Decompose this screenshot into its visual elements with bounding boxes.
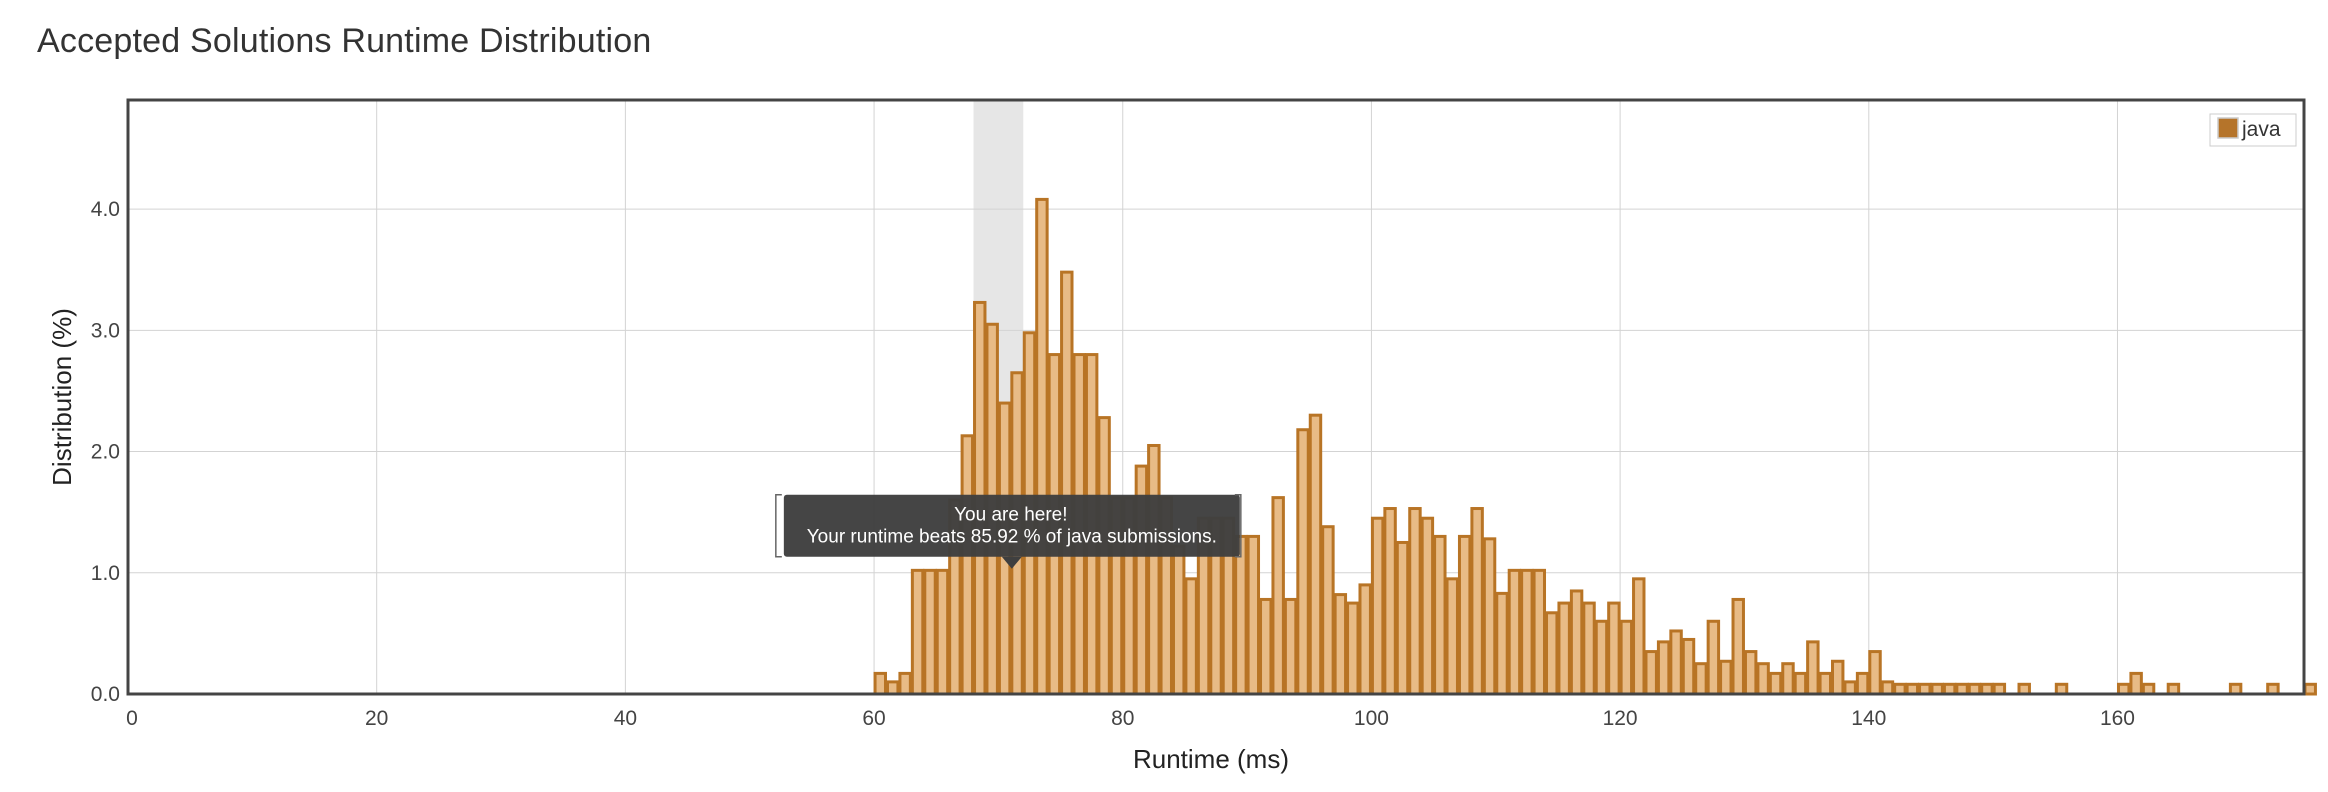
x-tick-label-20: 20 (365, 707, 388, 730)
bar-java-128[interactable] (1719, 659, 1733, 696)
bar-java-116[interactable] (1569, 589, 1584, 696)
bar-java-118[interactable] (1594, 619, 1609, 696)
bar-java-136[interactable] (1818, 671, 1832, 696)
x-tick-label-40: 40 (614, 707, 637, 730)
tooltip-title: You are here! (954, 505, 1067, 526)
bar-java-111[interactable] (1507, 568, 1522, 696)
bar-java-125[interactable] (1681, 637, 1696, 696)
bar-java-64[interactable] (923, 568, 937, 696)
axes-layer: 0 20 40 60 80 100 120 140 160 0.0 1.0 2.0 3.0 4.0 (91, 198, 2135, 730)
bar-java-114[interactable] (1545, 611, 1559, 696)
bar-java-112[interactable] (1520, 568, 1534, 696)
bar-java-109[interactable] (1482, 537, 1497, 696)
bar-java-63[interactable] (910, 568, 925, 696)
y-tick-label-1: 1.0 (91, 562, 120, 585)
bars-layer[interactable] (873, 197, 2317, 696)
bar-java-132[interactable] (1768, 671, 1783, 696)
x-axis-title: Runtime (ms) (1133, 744, 1289, 774)
x-tick-label-120: 120 (1603, 707, 1638, 730)
bar-java-60[interactable] (873, 671, 887, 696)
legend-swatch-java[interactable] (2217, 117, 2239, 139)
bar-java-75[interactable] (1060, 270, 1074, 696)
legend[interactable]: java (2209, 113, 2297, 147)
bar-java-119[interactable] (1607, 601, 1621, 696)
bar-java-175[interactable] (2303, 682, 2317, 696)
y-tick-label-3: 3.0 (91, 319, 120, 342)
bar-java-134[interactable] (1793, 671, 1808, 696)
x-tick-label-0: 0 (126, 707, 138, 730)
bar-java-108[interactable] (1470, 507, 1484, 696)
bar-java-121[interactable] (1632, 577, 1646, 696)
bar-java-95[interactable] (1308, 413, 1323, 696)
bar-java-67[interactable] (960, 434, 975, 696)
y-tick-label-4: 4.0 (91, 198, 120, 221)
tooltip-background (783, 494, 1240, 557)
bar-java-124[interactable] (1669, 629, 1683, 696)
x-tick-label-140: 140 (1851, 707, 1886, 730)
x-tick-label-80: 80 (1111, 707, 1134, 730)
bar-java-82[interactable] (1147, 443, 1161, 696)
bar-java-129[interactable] (1731, 597, 1745, 696)
bar-java-73[interactable] (1035, 197, 1049, 696)
x-tick-label-60: 60 (862, 707, 885, 730)
bar-java-126[interactable] (1694, 662, 1708, 696)
bar-java-130[interactable] (1743, 650, 1758, 696)
bar-java-110[interactable] (1495, 591, 1509, 696)
bar-java-91[interactable] (1259, 597, 1273, 696)
bar-java-98[interactable] (1346, 601, 1360, 696)
bar-java-62[interactable] (898, 671, 912, 696)
bar-java-61[interactable] (885, 680, 900, 696)
bar-java-131[interactable] (1756, 662, 1770, 696)
bar-java-90[interactable] (1246, 534, 1261, 696)
bar-java-100[interactable] (1370, 516, 1385, 696)
bar-java-96[interactable] (1321, 525, 1335, 696)
bar-java-135[interactable] (1806, 640, 1820, 696)
bar-java-133[interactable] (1781, 662, 1795, 696)
bar-java-105[interactable] (1433, 534, 1447, 696)
bar-java-161[interactable] (2129, 671, 2143, 696)
bar-java-115[interactable] (1557, 601, 1571, 696)
bar-java-104[interactable] (1420, 516, 1435, 696)
bar-java-99[interactable] (1358, 583, 1372, 696)
page-title: Accepted Solutions Runtime Distribution (37, 22, 652, 60)
bar-java-122[interactable] (1644, 650, 1658, 696)
bar-java-117[interactable] (1582, 601, 1596, 696)
bar-java-89[interactable] (1234, 534, 1248, 696)
bar-java-141[interactable] (1880, 680, 1895, 696)
plot-frame (126, 98, 2306, 696)
bar-java-102[interactable] (1395, 540, 1410, 696)
bar-java-94[interactable] (1296, 428, 1310, 696)
bar-java-97[interactable] (1333, 593, 1348, 696)
bar-java-107[interactable] (1457, 534, 1472, 696)
bar-java-140[interactable] (1868, 650, 1882, 696)
bar-java-138[interactable] (1843, 680, 1857, 696)
x-tick-label-160: 160 (2100, 707, 2135, 730)
tooltip-message: Your runtime beats 85.92 % of java submi… (807, 527, 1217, 548)
tooltip-selection-brackets (775, 493, 1242, 558)
x-tick-label-100: 100 (1354, 707, 1389, 730)
bar-java-139[interactable] (1855, 671, 1870, 696)
runtime-tooltip: You are here! Your runtime beats 85.92 %… (775, 493, 1242, 569)
tooltip-pointer-arrow (1001, 556, 1022, 569)
bar-java-103[interactable] (1408, 507, 1422, 696)
y-tick-label-2: 2.0 (91, 441, 120, 464)
bar-java-84[interactable] (1171, 544, 1186, 696)
grid-lines (128, 100, 2304, 694)
y-tick-label-0: 0.0 (91, 683, 120, 706)
bar-java-65[interactable] (935, 568, 950, 696)
bar-java-137[interactable] (1830, 659, 1845, 696)
bar-java-120[interactable] (1619, 619, 1634, 696)
bar-java-93[interactable] (1283, 597, 1298, 696)
bar-java-123[interactable] (1656, 640, 1671, 696)
y-axis-title: Distribution (%) (47, 308, 77, 486)
bar-java-101[interactable] (1383, 507, 1397, 696)
bar-java-106[interactable] (1445, 577, 1459, 696)
bar-java-113[interactable] (1532, 568, 1547, 696)
bar-java-85[interactable] (1184, 577, 1198, 696)
bar-java-92[interactable] (1271, 496, 1285, 696)
bar-java-127[interactable] (1706, 619, 1721, 696)
legend-label-java[interactable]: java (2241, 118, 2281, 141)
